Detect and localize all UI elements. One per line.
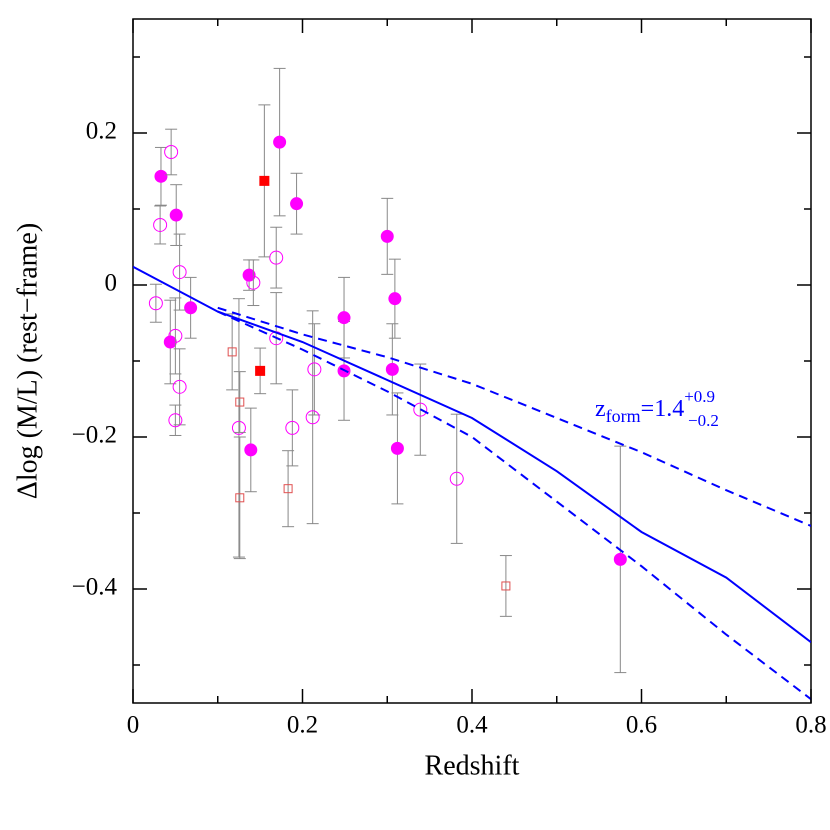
plot-frame (132, 18, 812, 704)
x-tick-label: 0.2 (287, 712, 318, 739)
model-line (133, 265, 811, 643)
error-bar (232, 298, 245, 558)
error-bar (173, 233, 186, 311)
annotation-part: =1.4 (641, 396, 685, 422)
error-bar (169, 404, 182, 436)
point (307, 362, 322, 377)
point (388, 292, 402, 306)
error-bar (149, 283, 162, 323)
point (305, 410, 320, 425)
point (168, 413, 183, 428)
point (172, 379, 187, 394)
point (413, 402, 428, 417)
point (255, 365, 266, 376)
point (449, 471, 464, 486)
error-bar (247, 259, 260, 307)
point (153, 217, 168, 232)
point (242, 268, 256, 282)
error-bar (450, 413, 463, 544)
point (172, 265, 187, 280)
plot-area (133, 67, 811, 700)
annotation-part: −0.2 (688, 411, 719, 430)
annotation-part: +0.9 (684, 387, 715, 406)
point (269, 250, 284, 265)
error-bar (165, 128, 178, 176)
point (235, 397, 245, 407)
point (169, 208, 183, 222)
x-axis-label: Redshift (425, 750, 520, 781)
x-tick-label: 0.4 (456, 712, 488, 739)
y-axis-label: Δlog (M/L) (rest−frame) (12, 223, 43, 499)
annotation-part: z (595, 396, 606, 422)
point (337, 311, 351, 325)
error-bar (154, 205, 167, 245)
error-bar (270, 226, 283, 289)
point (235, 493, 245, 503)
x-tick-label: 0.8 (795, 712, 826, 739)
point (390, 441, 404, 455)
x-tick-label: 0 (127, 712, 140, 739)
model-line (217, 306, 811, 527)
point (501, 581, 511, 591)
y-tick-label: −0.4 (72, 574, 118, 601)
error-bar (282, 450, 295, 528)
point (184, 301, 198, 315)
y-tick-label: 0.2 (86, 118, 117, 145)
error-bar (306, 310, 319, 525)
annotation-part: form (606, 406, 641, 426)
point (231, 420, 246, 435)
point (259, 175, 270, 186)
point (613, 552, 627, 566)
point (283, 484, 293, 494)
point (273, 135, 287, 149)
point (154, 169, 168, 183)
point (290, 197, 304, 211)
error-bar (499, 555, 512, 617)
point (285, 420, 300, 435)
x-tick-label: 0.6 (626, 712, 657, 739)
point (244, 443, 258, 457)
point (227, 347, 237, 357)
point (246, 275, 261, 290)
error-bar (233, 371, 246, 433)
point (168, 328, 183, 343)
model-line (217, 310, 811, 700)
point (164, 145, 179, 159)
annotation: zform=1.4+0.9 −0.2 (595, 387, 719, 430)
y-tick-label: 0 (105, 270, 118, 297)
point (148, 296, 163, 311)
point (380, 229, 394, 243)
point (385, 362, 399, 376)
y-tick-label: −0.2 (72, 422, 117, 449)
error-bar (233, 436, 246, 560)
